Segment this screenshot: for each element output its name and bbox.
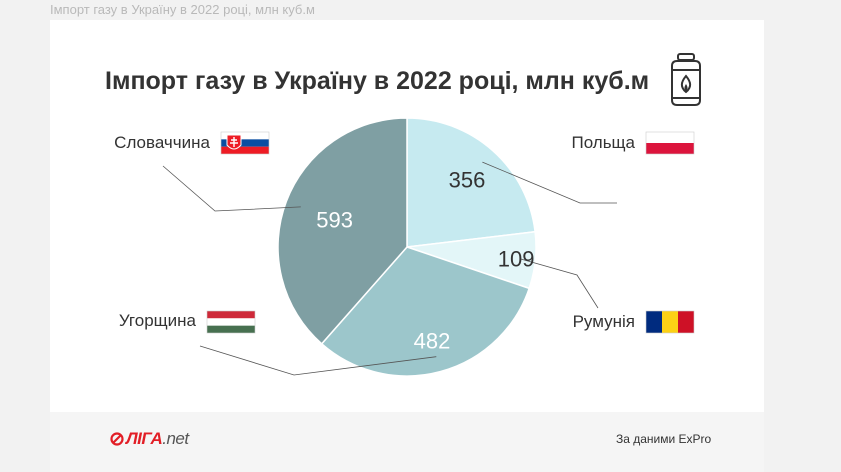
- pie-slice-0: [406, 117, 536, 248]
- slice-label-0: Польща: [571, 133, 635, 152]
- leader-line-1: [519, 258, 599, 309]
- page-caption: Імпорт газу в Україну в 2022 році, млн к…: [50, 2, 315, 17]
- footer: ЛІГА.net За даними ExPro: [50, 412, 764, 472]
- brand-suffix: .net: [162, 429, 189, 448]
- flag-poland-icon: [645, 131, 695, 155]
- liga-logo-icon: [110, 432, 124, 446]
- pie-slice-3: [277, 117, 408, 345]
- flag-hungary-icon: [206, 310, 256, 334]
- chart-title: Імпорт газу в Україну в 2022 році, млн к…: [105, 67, 650, 95]
- slice-value-2: 482: [414, 329, 451, 354]
- pie-slice-2: [320, 246, 531, 377]
- slice-value-0: 356: [449, 168, 486, 193]
- brand-logo[interactable]: ЛІГА.net: [110, 429, 189, 449]
- slice-value-3: 593: [316, 208, 353, 233]
- flag-slovakia-icon: [220, 131, 270, 155]
- leader-line-2: [199, 345, 437, 376]
- slice-label-1: Румунія: [573, 312, 635, 331]
- leader-line-0: [482, 161, 617, 204]
- slice-value-1: 109: [498, 246, 535, 271]
- pie-chart: 356 109 482 593 Польща Румунія Угорщина Словач…: [114, 117, 695, 377]
- brand-name: ЛІГА: [126, 429, 163, 448]
- flag-romania-icon: [645, 310, 695, 334]
- leader-line-3: [162, 165, 301, 212]
- source-note: За даними ExPro: [616, 432, 712, 446]
- slice-label-3: Словаччина: [114, 133, 210, 152]
- gas-cylinder-icon: [671, 53, 701, 106]
- chart-card: Імпорт газу в Україну в 2022 році, млн к…: [50, 20, 764, 472]
- slice-label-2: Угорщина: [119, 311, 197, 330]
